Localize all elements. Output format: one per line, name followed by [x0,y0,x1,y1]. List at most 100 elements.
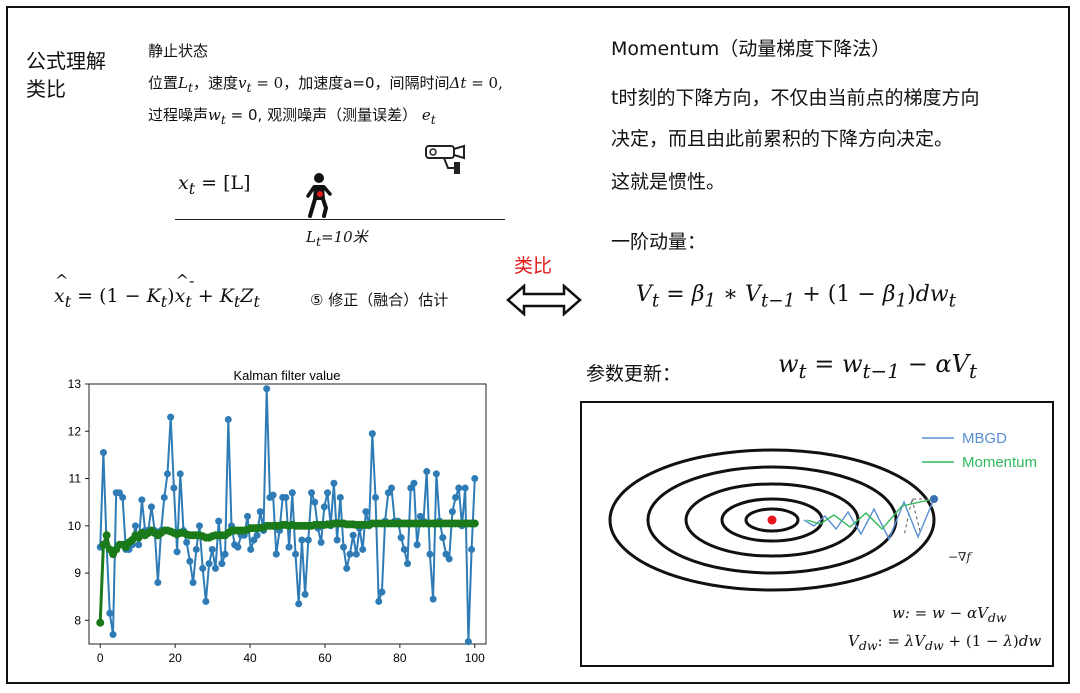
series-point-0 [160,493,168,501]
series-point-0 [256,508,264,516]
contour-panel [580,401,1054,667]
series-point-0 [352,550,360,558]
formula-w-update: w: = w − αVdw [892,604,1007,625]
series-point-0 [221,550,229,558]
series-point-0 [388,484,396,492]
series-point-0 [455,484,463,492]
series-point-0 [349,531,357,539]
series-point-0 [343,564,351,572]
series-point-0 [272,550,280,558]
series-point-0 [186,557,194,565]
series-point-0 [439,534,447,542]
contour-ring-5 [744,507,800,533]
series-point-1 [102,531,111,540]
contour-ring-1 [608,448,936,592]
series-point-0 [167,413,175,421]
series-point-0 [368,430,376,438]
gradient-dash [903,498,934,537]
series-point-0 [330,479,338,487]
series-point-0 [189,579,197,587]
kalman-update-equation: xt = (1 − Kt)xt + KtZt [54,271,260,311]
series-point-0 [311,498,319,506]
series-point-0 [147,503,155,511]
series-point-0 [218,560,226,568]
series-point-0 [423,467,431,475]
momentum-para-1: t时刻的下降方向，不仅由当前点的梯度方向 [611,87,980,109]
series-point-0 [131,522,139,530]
y-tick-label: 10 [68,519,82,533]
chart-title: Kalman filter value [234,368,341,383]
series-point-0 [461,484,469,492]
camera-icon [425,144,465,174]
series-point-1 [96,618,105,627]
legend-mbgd-label: MBGD [962,430,1007,447]
series-point-1 [99,540,108,549]
series-point-0 [372,493,380,501]
x-tick-label: 100 [465,651,485,665]
series-point-0 [298,536,306,544]
series-point-0 [119,493,127,501]
state-line-a-prefix: 位置 [148,74,179,92]
series-point-0 [99,449,107,457]
legend-momentum-label: Momentum [962,454,1037,471]
y-tick-label: 13 [68,377,82,391]
x-tick-label: 80 [393,651,407,665]
state-line-a: 位置Lt，速度vt = 0，加速度a=0，间隔时间Δt = 0, [148,74,503,95]
series-point-0 [301,590,309,598]
series-point-0 [183,538,191,546]
series-point-0 [154,579,162,587]
series-point-0 [202,597,210,605]
series-point-0 [269,491,277,499]
series-point-0 [199,564,207,572]
series-point-0 [397,534,405,542]
series-point-0 [295,600,303,608]
y-tick-label: 11 [69,472,82,486]
contour-plot: MBGD Momentum −∇f [608,430,1037,592]
series-point-0 [359,545,367,553]
y-tick-label: 8 [74,613,81,627]
walking-person-icon [306,173,332,218]
series-point-0 [176,470,184,478]
figure-frame [6,6,1070,684]
series-point-0 [464,638,472,646]
state-line-a-rest: ，速度 [193,74,239,92]
series-point-0 [138,496,146,504]
x-tick-label: 40 [243,651,257,665]
state-line-b: 过程噪声wt = 0, 观测噪声（测量误差） et [148,106,436,127]
series-point-0 [320,503,328,511]
start-point [930,495,938,503]
series-point-0 [106,609,114,617]
minimum-point [767,515,777,525]
y-tick-label: 9 [74,566,81,580]
series-point-0 [413,541,421,549]
series-point-0 [308,489,316,497]
series-point-0 [340,543,348,551]
series-point-0 [135,541,143,549]
series-point-0 [471,475,479,483]
state-line-a-rest2: ，加速度a=0，间隔时间 [283,74,450,92]
kalman-chart: Kalman filter value 0 20 40 60 80 100 8 9 10 11 12… [68,368,487,665]
series-point-0 [288,489,296,497]
state-title: 静止状态 [148,42,209,60]
series-point-0 [468,545,476,553]
series-point-0 [285,543,293,551]
series-point-0 [234,543,242,551]
series-point-0 [432,470,440,478]
series-point-0 [404,560,412,568]
momentum-path [806,498,935,531]
series-point-0 [426,550,434,558]
series-point-0 [400,545,408,553]
series-point-0 [211,564,219,572]
series-point-0 [170,484,178,492]
ground-line [175,219,505,220]
series-point-0 [317,538,325,546]
momentum-title: Momentum（动量梯度下降法） [611,38,891,60]
series-point-0 [192,545,200,553]
double-arrow-icon [506,283,582,317]
series-point-0 [292,550,300,558]
series-point-0 [448,508,456,516]
series-point-0 [263,385,271,393]
series-point-0 [410,479,418,487]
series-point-0 [253,531,261,539]
series-point-0 [282,493,290,501]
